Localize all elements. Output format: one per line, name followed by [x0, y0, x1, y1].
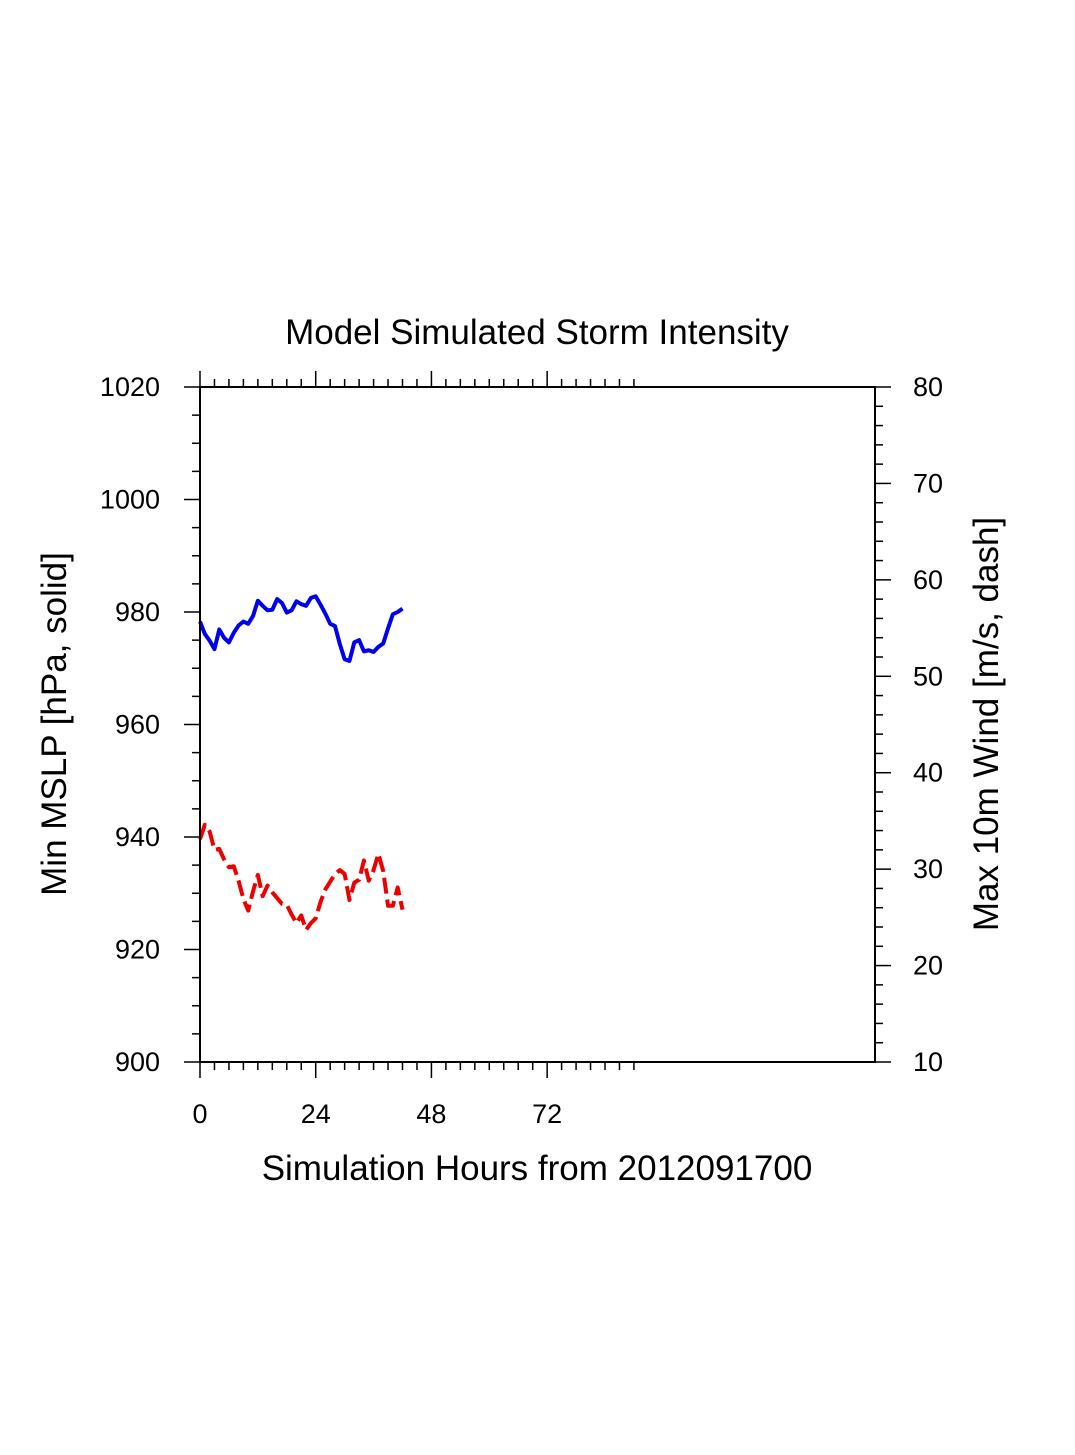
- labels-layer: Model Simulated Storm Intensity Simulati…: [35, 313, 1006, 1188]
- x-tick-label: 24: [301, 1099, 331, 1129]
- y-left-tick-label: 1020: [100, 372, 160, 402]
- series-min-mslp-line: [198, 594, 404, 663]
- y-left-tick-label: 960: [115, 710, 160, 740]
- x-tick-label: 48: [416, 1099, 446, 1129]
- y-right-tick-label: 80: [913, 372, 943, 402]
- y-right-tick-label: 60: [913, 565, 943, 595]
- y-left-tick-label: 980: [115, 597, 160, 627]
- x-tick-label: 0: [192, 1099, 207, 1129]
- x-axis-label: Simulation Hours from 2012091700: [262, 1149, 813, 1188]
- ticks-layer: 0 24 48 72900920940960980100010201020304050…: [100, 371, 943, 1129]
- x-tick-label: 72: [532, 1099, 562, 1129]
- y-axis-right-label: Max 10m Wind [m/s, dash]: [967, 517, 1006, 931]
- y-right-tick-label: 40: [913, 758, 943, 788]
- plot-frame: [199, 386, 876, 1063]
- y-left-tick-label: 940: [115, 822, 160, 852]
- y-right-tick-label: 20: [913, 951, 943, 981]
- y-left-tick-label: 920: [115, 935, 160, 965]
- y-right-tick-label: 50: [913, 661, 943, 691]
- y-right-tick-label: 70: [913, 468, 943, 498]
- series-layer: [198, 594, 405, 932]
- y-axis-left-label: Min MSLP [hPa, solid]: [35, 552, 74, 896]
- y-left-tick-label: 900: [115, 1047, 160, 1077]
- y-right-tick-label: 10: [913, 1047, 943, 1077]
- chart-title: Model Simulated Storm Intensity: [285, 313, 789, 352]
- series-max-wind-line: [198, 822, 405, 932]
- y-right-tick-label: 30: [913, 854, 943, 884]
- y-left-tick-label: 1000: [100, 485, 160, 515]
